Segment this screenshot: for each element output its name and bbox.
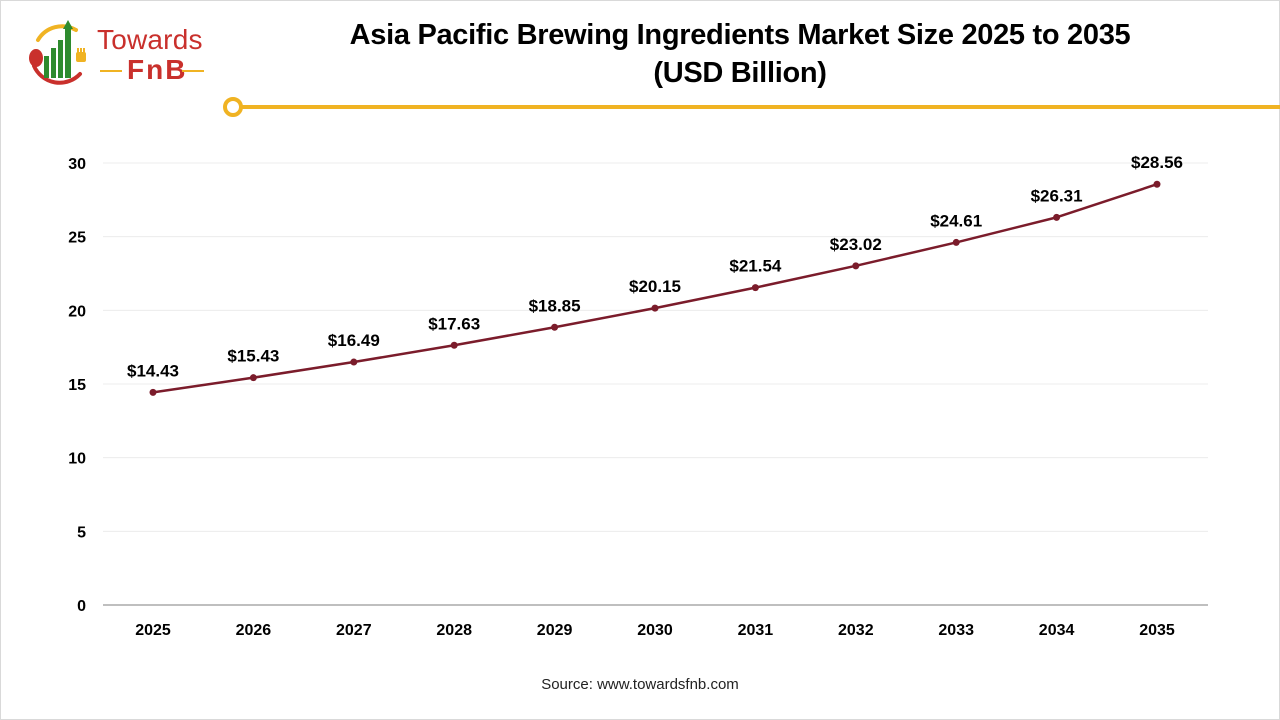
logo-dash-right — [182, 70, 204, 72]
chart-title-line1: Asia Pacific Brewing Ingredients Market … — [349, 19, 1131, 51]
data-series: $14.43 $15.43 $16.49 $17.63 $18.85 $20.15 $21.… — [127, 153, 1183, 396]
data-label: $15.43 — [227, 347, 279, 366]
data-point-marker — [852, 262, 860, 270]
y-tick-label: 10 — [68, 451, 86, 468]
data-label: $23.02 — [830, 235, 882, 254]
data-label: $20.15 — [629, 277, 681, 296]
logo-chart-icon — [29, 20, 86, 85]
x-tick-label: 2027 — [336, 622, 372, 639]
data-label: $24.61 — [930, 211, 982, 230]
towards-fnb-logo: Towards FnB — [24, 18, 224, 92]
divider-circle-icon — [223, 97, 243, 117]
x-tick-label: 2034 — [1039, 622, 1075, 639]
logo-text-towards: Towards — [97, 24, 203, 55]
data-label: $28.56 — [1131, 153, 1183, 172]
data-label: $21.54 — [729, 257, 782, 276]
logo-text-fnb: FnB — [127, 54, 188, 85]
y-tick-label: 15 — [68, 377, 86, 394]
x-tick-label: 2030 — [637, 622, 673, 639]
data-point-marker — [952, 238, 960, 246]
data-point-marker — [1153, 180, 1161, 188]
y-tick-label: 0 — [77, 598, 86, 615]
x-tick-label: 2025 — [135, 622, 171, 639]
data-point-marker — [551, 323, 559, 331]
data-label: $26.31 — [1031, 186, 1083, 205]
x-axis-ticks: 2025 2026 2027 2028 2029 2030 2031 2032 2033 2034… — [135, 622, 1175, 639]
data-label: $16.49 — [328, 331, 380, 350]
chart-title-line2: (USD Billion) — [653, 57, 827, 89]
data-point-marker — [751, 284, 759, 292]
data-point-marker — [651, 304, 659, 312]
data-point-marker — [1053, 213, 1061, 221]
y-tick-label: 20 — [68, 303, 86, 320]
y-tick-label: 30 — [68, 156, 86, 173]
data-point-marker — [350, 358, 358, 366]
x-tick-label: 2033 — [938, 622, 974, 639]
x-tick-label: 2031 — [738, 622, 774, 639]
data-label: $17.63 — [428, 314, 480, 333]
chart-title: Asia Pacific Brewing Ingredients Market … — [300, 16, 1180, 92]
x-tick-label: 2026 — [236, 622, 272, 639]
x-tick-label: 2032 — [838, 622, 874, 639]
y-tick-label: 5 — [77, 524, 86, 541]
x-tick-label: 2029 — [537, 622, 573, 639]
data-point-marker — [149, 388, 157, 396]
y-tick-label: 25 — [68, 230, 86, 247]
source-note: Source: www.towardsfnb.com — [541, 676, 739, 693]
data-label: $14.43 — [127, 361, 179, 380]
y-axis-ticks: 0 5 10 15 20 25 30 — [68, 156, 86, 615]
x-tick-label: 2028 — [436, 622, 472, 639]
data-label: $18.85 — [529, 296, 581, 315]
logo-dash-left — [100, 70, 122, 72]
data-point-marker — [450, 341, 458, 349]
data-point-marker — [249, 374, 257, 382]
title-divider — [232, 105, 1280, 109]
gridlines — [103, 162, 1208, 606]
x-tick-label: 2035 — [1139, 622, 1175, 639]
